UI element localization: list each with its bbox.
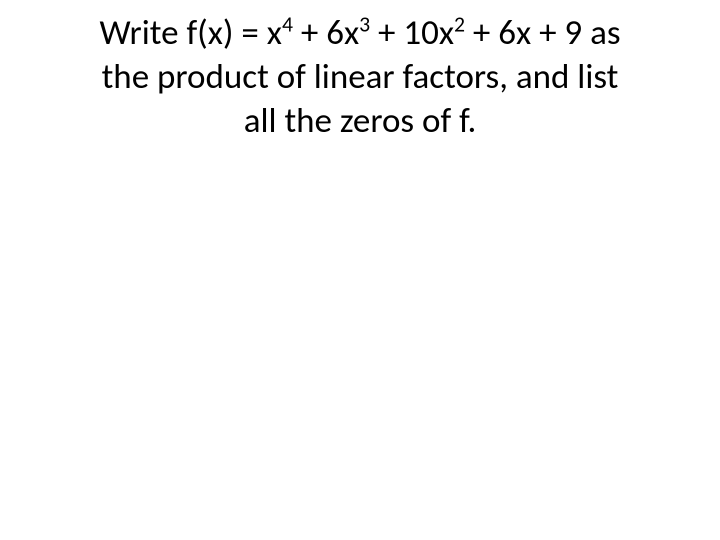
exponent: 4 xyxy=(282,10,293,37)
text-segment: + 10x xyxy=(370,12,454,54)
text-segment: the product of linear factors, and list xyxy=(102,56,619,98)
problem-statement: Write f(x) = x4 + 6x3 + 10x2 + 6x + 9 as… xyxy=(0,12,720,143)
exponent: 3 xyxy=(359,10,370,37)
text-segment: + 6x + 9 as xyxy=(465,12,621,54)
text-segment: Write f(x) = x xyxy=(99,12,282,54)
text-segment: + 6x xyxy=(293,12,359,54)
text-segment: all the zeros of f. xyxy=(244,100,477,142)
exponent: 2 xyxy=(454,10,465,37)
slide: Write f(x) = x4 + 6x3 + 10x2 + 6x + 9 as… xyxy=(0,0,720,540)
